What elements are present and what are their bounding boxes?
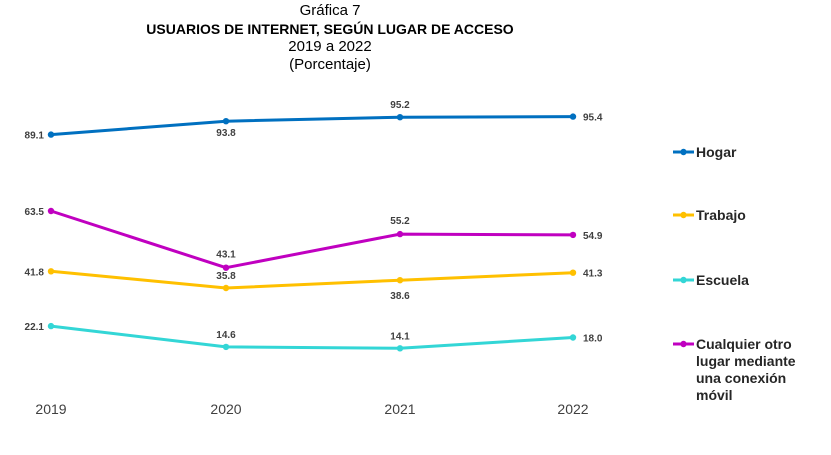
data-point-hogar-2020 — [222, 118, 230, 125]
data-label-cualquier-otro-lugar-2021: 55.2 — [390, 216, 410, 227]
data-label-trabajo-2020: 35.8 — [216, 271, 236, 282]
series-line-hogar — [50, 115, 574, 137]
data-point-cualquier-otro-lugar-2022 — [569, 231, 577, 239]
data-point-cualquier-otro-lugar-2019 — [47, 207, 55, 215]
legend-label-cualquier-otro-lugar: Cualquier otro — [696, 336, 792, 352]
data-point-escuela-2020 — [222, 343, 230, 351]
chart-title: USUARIOS DE INTERNET, SEGÚN LUGAR DE ACC… — [146, 21, 514, 37]
x-tick-label-2021: 2021 — [384, 401, 415, 417]
data-label-hogar-2021: 95.2 — [390, 100, 410, 111]
data-label-hogar-2019: 89.1 — [25, 131, 45, 142]
data-point-cualquier-otro-lugar-2021 — [396, 230, 404, 238]
chart-titles: Gráfica 7 USUARIOS DE INTERNET, SEGÚN LU… — [0, 2, 660, 74]
legend-label-escuela: Escuela — [696, 272, 749, 288]
chart-period: 2019 a 2022 — [288, 38, 372, 55]
data-label-trabajo-2021: 38.6 — [390, 291, 410, 302]
data-label-escuela-2021: 14.1 — [390, 331, 410, 342]
data-point-escuela-2022 — [569, 334, 577, 341]
legend-label-hogar: Hogar — [696, 144, 737, 160]
data-point-trabajo-2021 — [396, 277, 404, 284]
legend-marker-cualquier-otro-lugar — [680, 340, 687, 348]
legend-label-cualquier-otro-lugar: una conexión — [696, 370, 786, 386]
x-tick-label-2020: 2020 — [210, 401, 241, 417]
data-point-cualquier-otro-lugar-2020 — [222, 264, 230, 271]
x-tick-label-2022: 2022 — [557, 401, 588, 417]
data-label-escuela-2020: 14.6 — [216, 330, 236, 341]
series-line-escuela — [50, 324, 574, 350]
legend-label-cualquier-otro-lugar: lugar mediante — [696, 353, 796, 369]
legend-label-trabajo: Trabajo — [696, 207, 746, 223]
data-point-trabajo-2019 — [47, 268, 55, 275]
chart-number: Gráfica 7 — [299, 2, 361, 19]
data-label-hogar-2022: 95.4 — [583, 113, 603, 124]
data-label-hogar-2020: 93.8 — [216, 128, 236, 139]
data-point-hogar-2021 — [396, 114, 404, 121]
series-line-cualquier-otro-lugar — [50, 209, 574, 270]
data-label-escuela-2019: 22.1 — [25, 322, 45, 333]
legend-label-cualquier-otro-lugar: móvil — [696, 387, 733, 403]
data-label-cualquier-otro-lugar-2019: 63.5 — [25, 207, 45, 218]
data-label-trabajo-2019: 41.8 — [25, 267, 45, 278]
chart-unit: (Porcentaje) — [289, 56, 371, 73]
data-point-escuela-2021 — [396, 345, 404, 352]
data-label-cualquier-otro-lugar-2022: 54.9 — [583, 231, 603, 242]
legend-marker-hogar — [680, 148, 687, 156]
data-point-escuela-2019 — [47, 322, 55, 330]
legend-marker-trabajo — [680, 211, 687, 219]
data-point-hogar-2019 — [47, 131, 55, 138]
x-tick-label-2019: 2019 — [35, 401, 66, 417]
data-label-cualquier-otro-lugar-2020: 43.1 — [216, 250, 236, 261]
series-line-trabajo — [50, 269, 574, 290]
data-point-trabajo-2022 — [569, 269, 577, 276]
data-point-hogar-2022 — [569, 113, 577, 120]
legend-marker-escuela — [680, 276, 687, 284]
data-point-trabajo-2020 — [222, 284, 230, 292]
data-label-trabajo-2022: 41.3 — [583, 269, 603, 280]
data-label-escuela-2022: 18.0 — [583, 334, 603, 345]
